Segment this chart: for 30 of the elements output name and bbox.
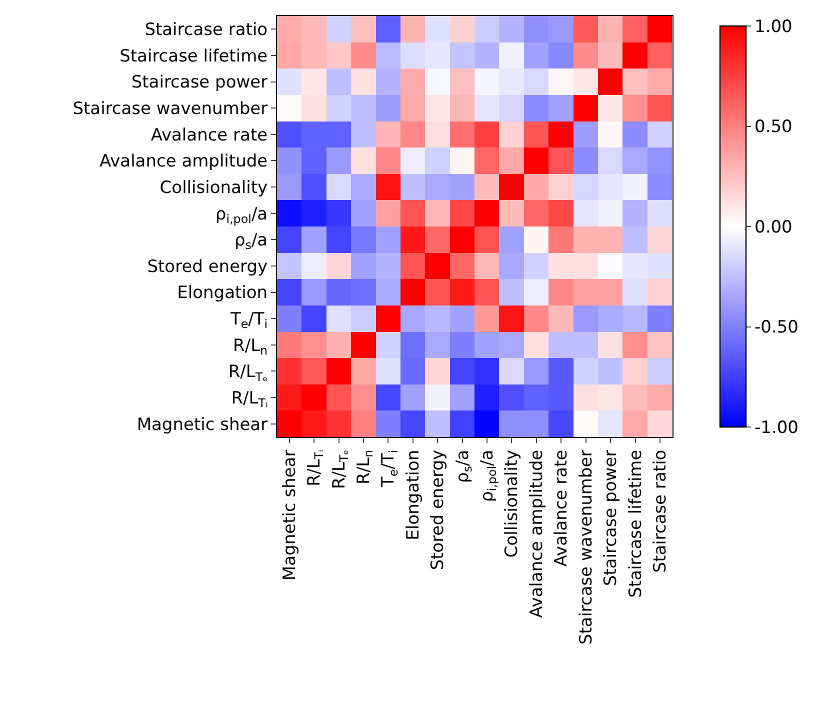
x-tick-label: Staircase lifetime (626, 450, 646, 598)
x-tick-label: Stored energy (428, 450, 448, 570)
y-tick-label: Staircase ratio (144, 20, 268, 40)
x-tick-label: Elongation (403, 450, 424, 540)
y-tick-label: Avalance amplitude (99, 152, 268, 172)
y-tick-label: R/L$_{Tᵢ}$ (231, 388, 268, 410)
y-tick-label: Stored energy (147, 256, 268, 277)
color-bar-label: -0.50 (754, 318, 798, 338)
y-tick-label: Collisionality (160, 178, 268, 198)
x-tick-label: Avalance amplitude (526, 450, 547, 618)
x-tick-label: Staircase power (601, 450, 622, 586)
x-tick-label: Staircase ratio (650, 450, 670, 573)
y-tick-label: Staircase power (131, 72, 268, 93)
x-tick-label: Collisionality (502, 450, 522, 558)
y-tick-label: Elongation (177, 283, 268, 304)
y-tick-label: ρ$_{s}$/a (234, 230, 268, 252)
color-bar-label: -1.00 (754, 418, 798, 438)
y-tick-label: ρ$_{i,pol}$/a (215, 204, 268, 226)
color-bar-label: 1.00 (754, 16, 792, 37)
x-tick-label: Avalance rate (552, 450, 572, 567)
y-tick-label: R/L$_{n}$ (233, 336, 268, 358)
y-tick-label: Staircase wavenumber (72, 99, 268, 120)
y-tick-label: T$_{e}$/T$_{i}$ (229, 310, 268, 332)
y-tick-label: Staircase lifetime (120, 46, 268, 66)
x-tick-label: Staircase wavenumber (576, 450, 596, 645)
y-tick-label: Magnetic shear (136, 414, 268, 435)
color-bar-label: 0.00 (754, 217, 792, 238)
y-tick-label: Avalance rate (150, 125, 268, 146)
color-bar-label: 0.50 (754, 117, 792, 138)
y-tick-label: R/L$_{Tₑ}$ (228, 362, 268, 384)
